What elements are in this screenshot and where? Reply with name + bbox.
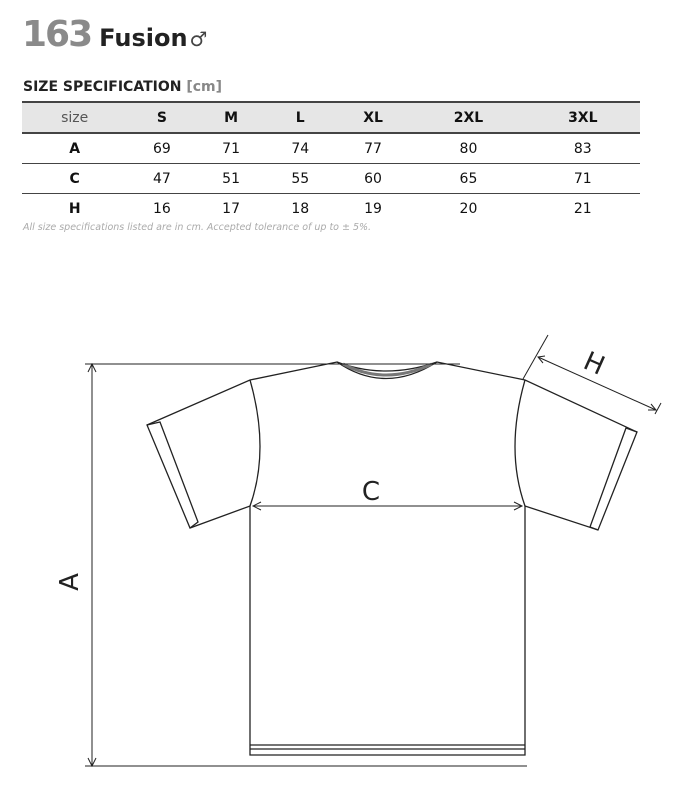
col-m: M — [224, 109, 239, 126]
label-a: A — [55, 573, 85, 591]
tolerance-note: All size specifications listed are in cm… — [23, 222, 372, 233]
row-label: C — [69, 170, 80, 187]
cell-value: 80 — [459, 140, 478, 157]
cell-value: 69 — [153, 140, 171, 157]
product-name: Fusion — [99, 24, 188, 52]
cell-value: 60 — [364, 170, 382, 187]
row-label: A — [69, 140, 81, 157]
cell-value: 74 — [291, 140, 310, 157]
cell-value: 19 — [364, 200, 382, 217]
cell-value: 71 — [222, 140, 240, 157]
table-row: H 16 17 18 19 20 21 — [22, 194, 640, 224]
col-size: size — [61, 109, 89, 126]
col-l: L — [295, 109, 305, 126]
table-row: A 69 71 74 77 80 83 — [22, 133, 640, 164]
col-xl: XL — [363, 109, 383, 126]
tshirt-outline — [146, 361, 638, 756]
dimension-lines — [85, 334, 662, 768]
size-table: size S M L XL 2XL 3XL A 69 71 74 77 80 83 C 47 51… — [22, 101, 640, 223]
cell-value: 55 — [291, 170, 310, 187]
male-icon: ♂ — [189, 27, 208, 51]
cell-value: 20 — [459, 200, 478, 217]
cell-value: 65 — [459, 170, 478, 187]
table-header: size S M L XL 2XL 3XL — [22, 102, 640, 133]
cell-value: 21 — [573, 200, 592, 217]
product-title: 163 Fusion ♂ — [22, 14, 207, 55]
col-3xl: 3XL — [568, 109, 598, 126]
cell-value: 17 — [222, 200, 240, 217]
col-s: S — [156, 109, 167, 126]
spec-unit: [cm] — [186, 79, 223, 95]
cell-value: 47 — [153, 170, 171, 187]
cell-value: 71 — [573, 170, 592, 187]
cell-value: 51 — [222, 170, 240, 187]
label-c: C — [362, 477, 380, 507]
cell-value: 83 — [573, 140, 592, 157]
cell-value: 77 — [364, 140, 382, 157]
product-number: 163 — [22, 14, 93, 55]
col-2xl: 2XL — [453, 109, 484, 126]
spec-title: SIZE SPECIFICATION — [23, 79, 182, 95]
label-h: H — [579, 346, 609, 381]
cell-value: 18 — [291, 200, 310, 217]
spec-heading: SIZE SPECIFICATION [cm] — [23, 79, 222, 95]
table-row: C 47 51 55 60 65 71 — [22, 164, 640, 194]
cell-value: 16 — [153, 200, 171, 217]
row-label: H — [68, 200, 81, 217]
